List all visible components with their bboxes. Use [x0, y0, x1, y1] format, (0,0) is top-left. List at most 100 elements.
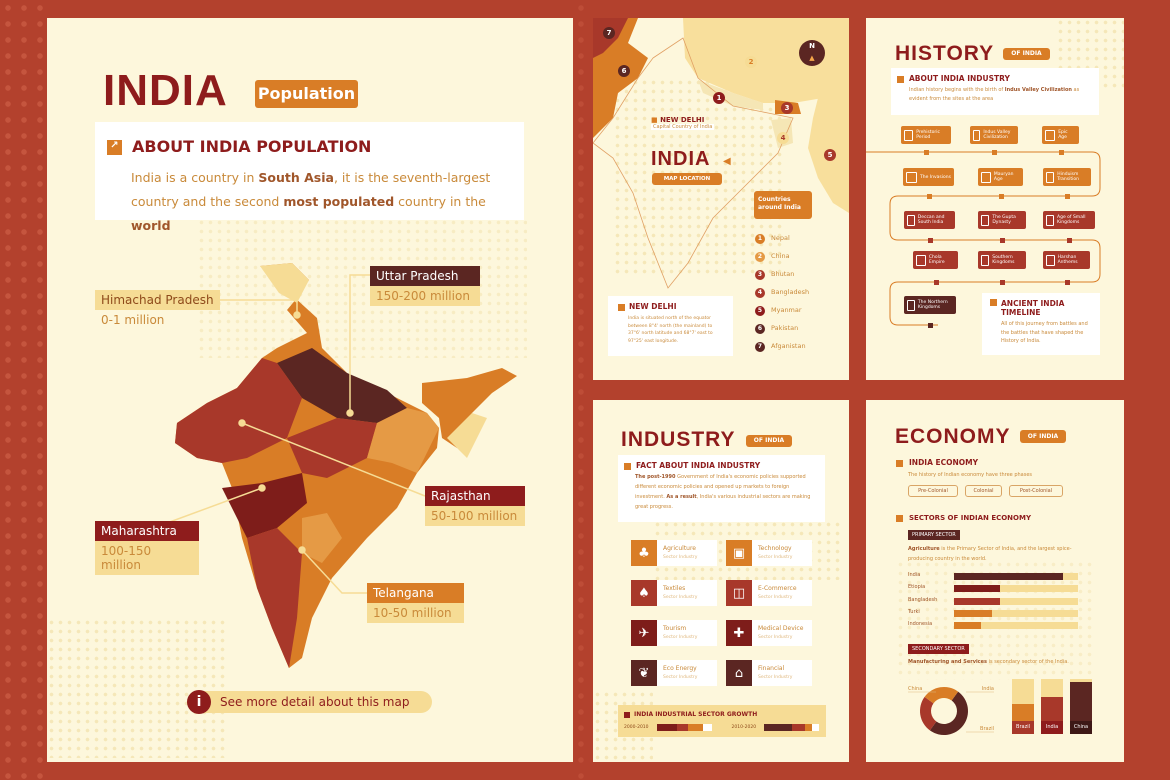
new-delhi-text: India is situated north of the equator b… — [628, 316, 713, 344]
timeline-item[interactable]: The Gupta Dynasty — [978, 211, 1026, 229]
sector-card[interactable]: ◫ E-Commerce Sector Industry — [726, 580, 812, 606]
label-rajasthan: Rajasthan 50-100 million — [425, 486, 525, 526]
primary-text: Agriculture is the Primary Sector of Ind… — [908, 546, 1072, 562]
timeline-node — [928, 323, 933, 328]
sector-card[interactable]: ⌂ Financial Sector Industry — [726, 660, 812, 686]
timeline-item[interactable]: Hinduism Transition — [1043, 168, 1091, 186]
sector-card[interactable]: ▣ Technology Sector Industry — [726, 540, 812, 566]
maharashtra-region — [222, 473, 307, 538]
timeline-item[interactable]: Prehistoric Period — [901, 126, 951, 144]
history-about-text: Indian history begins with the birth of … — [909, 87, 1080, 102]
bar-label: Bangladesh — [908, 596, 938, 603]
east-region — [367, 408, 439, 473]
northeast-light — [447, 413, 487, 458]
marker-china: 2 — [745, 56, 757, 68]
timeline-item[interactable]: The Invasions — [903, 168, 954, 186]
timeline-item[interactable]: Chola Empire — [913, 251, 958, 269]
country-item: 2 China — [755, 252, 825, 262]
timeline-node — [924, 150, 929, 155]
arrow-icon: ↗ — [107, 140, 122, 155]
timeline-node — [992, 150, 997, 155]
rajasthan-region — [175, 358, 302, 463]
connector-lines — [166, 274, 426, 594]
label-telangana: Telangana 10-50 million — [367, 583, 464, 623]
secondary-donut-chart: China India Brazil — [908, 686, 994, 735]
timeline-node — [1067, 238, 1072, 243]
donut-label: China — [908, 686, 922, 692]
population-panel: INDIA Population ↗ ABOUT INDIA POPULATION… — [47, 18, 573, 762]
northeast-region — [422, 368, 517, 448]
see-more-label: See more detail about this map — [220, 695, 410, 709]
bar-label: China — [1070, 721, 1092, 734]
marker-bhutan: 3 — [781, 102, 793, 114]
era-icon — [906, 171, 917, 183]
secondary-text: Manufacturing and Services is secondary … — [908, 659, 1069, 665]
sector-card[interactable]: ❦ Eco Energy Sector Industry — [631, 660, 717, 686]
timeline-item[interactable]: The Northern Kingdoms — [904, 296, 956, 314]
ancient-timeline-card: ANCIENT INDIA TIMELINE All of this journ… — [982, 293, 1100, 355]
economy-title: ECONOMY — [895, 425, 1011, 448]
about-title: ABOUT INDIA POPULATION — [132, 137, 372, 156]
number-badge: 5 — [755, 306, 765, 316]
growth-period-1: 2000-2010 — [624, 725, 649, 730]
india-economy-heading: INDIA ECONOMY — [896, 458, 978, 467]
stacked-bar: Brazil — [1012, 679, 1034, 734]
arrow-icon — [897, 75, 904, 83]
population-badge: Population — [255, 80, 358, 108]
era-icon — [907, 299, 915, 311]
timeline-item[interactable]: Mauryan Age — [978, 168, 1023, 186]
countries-header: Countries around India — [754, 191, 812, 219]
capital-label: ■ NEW DELHI Capital Country of India — [651, 116, 715, 130]
see-more-link[interactable]: i See more detail about this map — [187, 690, 432, 714]
sector-card[interactable]: ✈ Tourism Sector Industry — [631, 620, 717, 646]
timeline-item[interactable]: Southern Kingdoms — [978, 251, 1026, 269]
number-badge: 2 — [755, 252, 765, 262]
number-badge: 4 — [755, 288, 765, 298]
shirt-icon: ♠ — [631, 580, 657, 606]
arrow-icon — [618, 303, 625, 311]
new-delhi-title: NEW DELHI — [629, 302, 677, 311]
era-icon — [904, 129, 914, 141]
info-icon: i — [187, 690, 211, 714]
timeline-node — [1000, 280, 1005, 285]
country-item: 6 Pakistan — [755, 324, 825, 334]
timeline-item[interactable]: Epic Age — [1042, 126, 1079, 144]
marker-pakistan: 6 — [618, 65, 630, 77]
bar-label: India — [1041, 721, 1063, 734]
sector-card[interactable]: ♣ Agriculture Sector Industry — [631, 540, 717, 566]
timeline-node — [1065, 194, 1070, 199]
india-economy-text: The history of Indian economy have three… — [908, 472, 1033, 478]
timeline-item[interactable]: Deccan and South India — [904, 211, 955, 229]
label-maharashtra: Maharashtra 100-150 million — [95, 521, 199, 575]
bar-track — [954, 573, 1078, 580]
timeline-item[interactable]: Harshan Anthems — [1043, 251, 1090, 269]
map-location-panel: 7 6 2 1 3 4 5 N ▲ ■ NEW DELHI Capital Coun… — [593, 18, 849, 380]
plant-icon: ❦ — [631, 660, 657, 686]
growth-title: INDIA INDUSTRIAL SECTOR GROWTH — [634, 711, 758, 718]
era-icon — [1046, 254, 1055, 266]
marker-myanmar: 5 — [824, 149, 836, 161]
timeline-node — [1064, 280, 1070, 285]
timeline-path — [866, 151, 1101, 326]
era-icon — [981, 214, 990, 226]
bar-track — [954, 585, 1078, 593]
india-outline — [593, 37, 794, 289]
timeline-item[interactable]: Age of Small Kingdoms — [1043, 211, 1095, 229]
era-icon — [1046, 171, 1055, 183]
sector-card[interactable]: ♠ Textiles Sector Industry — [631, 580, 717, 606]
country-item: 5 Myanmar — [755, 306, 825, 316]
timeline-node — [1000, 238, 1005, 243]
economy-badge: OF INDIA — [1020, 430, 1066, 443]
stacked-bar: India — [1041, 679, 1063, 734]
plane-icon: ✈ — [631, 620, 657, 646]
phase-pre-colonial: Pre-Colonial — [908, 485, 958, 497]
bar-fill — [954, 585, 1000, 593]
bar-fill — [954, 609, 993, 617]
timeline-item[interactable]: Indus Valley Civilization — [970, 126, 1018, 144]
central-region — [287, 418, 377, 478]
stacked-bar: China — [1070, 679, 1092, 734]
sector-card[interactable]: ✚ Medical Device Sector Industry — [726, 620, 812, 646]
bar-track — [954, 597, 1078, 605]
sectors-heading: SECTORS OF INDIAN ECONOMY — [896, 514, 1031, 522]
number-badge: 1 — [755, 234, 765, 244]
